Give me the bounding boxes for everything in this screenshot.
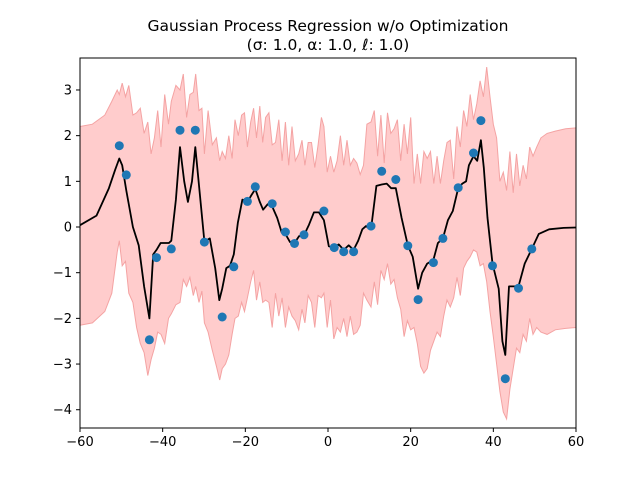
data-point — [339, 247, 349, 257]
x-tick-label: −20 — [232, 435, 259, 450]
chart-title-line-1: Gaussian Process Regression w/o Optimiza… — [148, 17, 509, 35]
data-point — [488, 261, 497, 271]
data-point — [469, 148, 478, 158]
data-point — [476, 116, 486, 126]
data-point — [514, 283, 523, 293]
y-tick-label: 0 — [64, 221, 72, 236]
data-point — [453, 183, 463, 193]
plot-area — [80, 67, 576, 421]
x-tick-label: −40 — [149, 435, 176, 450]
y-tick-label: 1 — [64, 175, 72, 190]
data-point — [217, 312, 227, 322]
data-point — [175, 125, 185, 135]
data-point — [413, 295, 423, 305]
data-point — [438, 233, 448, 243]
data-point — [114, 141, 124, 151]
x-tick-label: 60 — [568, 435, 585, 450]
x-tick-label: 20 — [402, 435, 419, 450]
y-tick-label: −4 — [53, 403, 72, 418]
x-tick-label: −60 — [66, 435, 93, 450]
y-axis: −4 −3 −2 −1 0 1 2 3 — [53, 83, 80, 418]
x-tick-label: 40 — [485, 435, 502, 450]
data-point — [190, 125, 200, 135]
chart-title-line-2: (σ: 1.0, α: 1.0, ℓ: 1.0) — [247, 36, 410, 54]
data-point — [299, 230, 309, 240]
data-point — [329, 243, 339, 253]
y-tick-label: 3 — [64, 83, 72, 98]
data-point — [403, 241, 413, 251]
data-point — [527, 244, 537, 254]
y-tick-label: −2 — [53, 312, 72, 327]
data-point — [242, 196, 252, 206]
data-point — [152, 253, 161, 263]
data-point — [319, 206, 329, 216]
data-point — [428, 258, 438, 268]
y-tick-label: −1 — [53, 266, 72, 281]
observation-points — [114, 116, 537, 384]
data-point — [144, 335, 154, 345]
data-point — [199, 237, 209, 247]
data-point — [229, 262, 239, 272]
data-point — [349, 247, 359, 257]
y-tick-label: 2 — [64, 129, 72, 144]
mean-prediction-line — [80, 139, 576, 356]
y-tick-label: −3 — [53, 358, 72, 373]
data-point — [250, 182, 260, 192]
data-point — [290, 239, 299, 248]
x-axis: −60 −40 −20 0 20 40 60 — [66, 428, 584, 450]
data-point — [166, 244, 176, 254]
data-point — [267, 199, 277, 209]
x-tick-label: 0 — [324, 435, 332, 450]
data-point — [377, 166, 387, 176]
data-point — [391, 175, 401, 184]
data-point — [280, 227, 290, 237]
data-point — [500, 374, 510, 384]
data-point — [366, 221, 376, 231]
data-point — [121, 170, 131, 180]
